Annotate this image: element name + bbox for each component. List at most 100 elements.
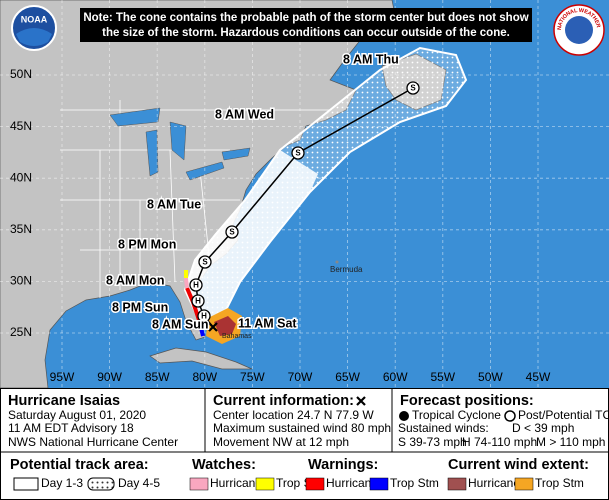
forecast-symbol: H	[195, 297, 201, 306]
forecast-title: Forecast positions:	[400, 393, 534, 409]
winds-m: M > 110 mph	[536, 435, 605, 449]
hurricane-wind-extent	[214, 316, 236, 336]
lake	[109, 107, 161, 127]
lat-label: 25N	[10, 325, 32, 339]
tropical-icon	[399, 411, 409, 421]
forecast-point	[189, 278, 203, 292]
nws-logo-center	[565, 16, 593, 44]
lon-label: 55W	[430, 370, 455, 384]
hurricane-wind-label: Hurricane	[468, 476, 520, 490]
storm-center: NWS National Hurricane Center	[8, 435, 178, 449]
great-lakes	[109, 107, 251, 181]
forecast-point	[291, 146, 305, 160]
time-label: 8 AM Mon	[106, 273, 165, 287]
map-labels: 50N 45N 40N 35N 30N 25N 95W 90W 85W 80W 75W 70W 65W 6…	[10, 51, 551, 384]
hurricane-watch-swatch	[189, 477, 209, 491]
current-line: Maximum sustained wind 80 mph	[213, 421, 391, 435]
watches-title: Watches:	[192, 457, 256, 473]
current-line: Movement NW at 12 mph	[213, 435, 349, 449]
note-banner	[80, 8, 532, 42]
trop-warning-label: Trop Stm	[390, 476, 439, 490]
lake	[185, 161, 225, 181]
storm-date: Saturday August 01, 2020	[8, 408, 146, 422]
lat-label: 45N	[10, 119, 32, 133]
lat-label: 40N	[10, 170, 32, 184]
time-label: 8 AM Sun	[152, 317, 208, 331]
time-label: 8 AM Wed	[215, 107, 274, 121]
lon-label: 80W	[192, 370, 217, 384]
lake	[145, 129, 159, 177]
winds-title: Sustained winds:	[398, 421, 489, 435]
post-icon	[504, 410, 516, 422]
lon-label: 45W	[526, 370, 551, 384]
trop-wind-label: Trop Stm	[535, 476, 584, 490]
lat-label: 30N	[10, 274, 32, 288]
lon-label: 75W	[240, 370, 265, 384]
trop-storm-warning	[197, 319, 205, 337]
lake	[221, 147, 251, 161]
forecast-point	[225, 225, 239, 239]
lon-label: 50W	[478, 370, 503, 384]
current-line: Center location 24.7 N 77.9 W	[213, 408, 374, 422]
lon-label: 85W	[145, 370, 170, 384]
current-title: Current information:	[213, 393, 354, 409]
current-position	[208, 322, 218, 332]
place-label: Bahamas	[222, 333, 252, 340]
storm-name: Hurricane Isaias	[8, 393, 120, 409]
hurricane-warning-swatch	[305, 477, 325, 491]
winds-h: H 74-110 mph	[462, 435, 537, 449]
cuba	[149, 347, 253, 370]
trop-wind-swatch	[514, 477, 534, 491]
noaa-logo-wave	[16, 28, 52, 46]
trop-watch-swatch	[255, 477, 275, 491]
forecast-symbol: S	[295, 149, 301, 158]
lat-label: 35N	[10, 222, 32, 236]
lon-label: 70W	[288, 370, 313, 384]
forecast-symbol: S	[202, 258, 208, 267]
winds-d: D < 39 mph	[512, 421, 574, 435]
lon-label: 60W	[383, 370, 408, 384]
noaa-logo-text: NOAA	[21, 14, 48, 24]
warnings-title: Warnings:	[308, 457, 378, 473]
post-label: Post/Potential TC	[518, 408, 609, 422]
trop-warning-swatch	[369, 477, 389, 491]
time-label: 8 AM Thu	[343, 52, 399, 66]
place-label: Bermuda	[330, 265, 363, 274]
hurricane-warning-label: Hurricane	[326, 476, 378, 490]
winds-s: S 39-73 mph	[398, 435, 467, 449]
time-label: 8 PM Mon	[118, 237, 176, 251]
current-marker	[356, 396, 366, 406]
forecast-point	[191, 294, 205, 308]
note-line: the size of the storm. Hazardous conditi…	[102, 27, 510, 39]
lake	[169, 121, 187, 161]
forecast-symbol: H	[193, 281, 199, 290]
hurricane-watch	[184, 277, 189, 289]
hurricane-watch-label: Hurricane	[210, 476, 262, 490]
time-label: 8 PM Sun	[112, 300, 168, 314]
forecast-point	[198, 255, 212, 269]
day13-swatch	[13, 477, 39, 491]
forecast-symbol: H	[201, 312, 207, 321]
lat-label: 50N	[10, 67, 32, 81]
lon-label: 95W	[50, 370, 75, 384]
note-line: Note: The cone contains the probable pat…	[83, 12, 528, 24]
forecast-symbol: S	[410, 84, 416, 93]
time-label: 11 AM Sat	[238, 316, 297, 330]
cone-day-1-3	[185, 150, 318, 326]
forecast-point	[197, 309, 211, 323]
day45-swatch	[87, 477, 115, 491]
tropical-label: Tropical Cyclone	[412, 408, 501, 422]
day45-label: Day 4-5	[118, 476, 160, 490]
forecast-point	[406, 81, 420, 95]
wind-title: Current wind extent:	[448, 457, 589, 473]
hurricane-wind-swatch	[447, 477, 467, 491]
lon-label: 90W	[97, 370, 122, 384]
storm-advisory: 11 AM EDT Advisory 18	[8, 421, 134, 435]
track-title: Potential track area:	[10, 457, 149, 473]
day13-label: Day 1-3	[41, 476, 83, 490]
bermuda-dot	[335, 260, 339, 264]
time-label: 8 AM Tue	[147, 197, 201, 211]
lon-label: 65W	[335, 370, 360, 384]
